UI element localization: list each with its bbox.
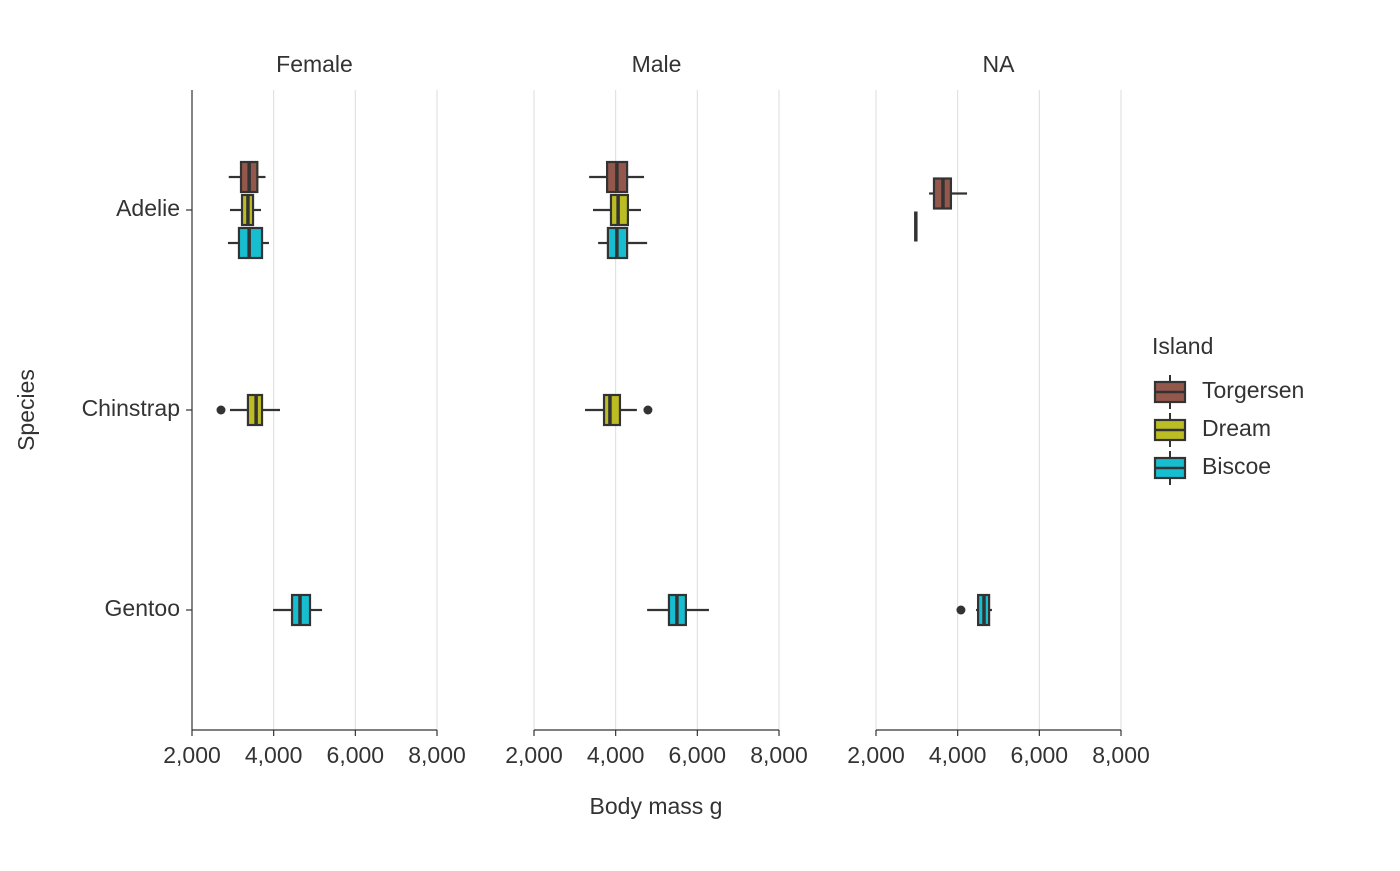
x-tick-label: 6,000 [1011, 742, 1069, 768]
x-tick-label: 4,000 [245, 742, 303, 768]
x-tick-label: 6,000 [669, 742, 727, 768]
facet-title: Male [632, 51, 682, 77]
x-tick-label: 2,000 [847, 742, 905, 768]
legend-label: Torgersen [1202, 377, 1304, 403]
legend-label: Biscoe [1202, 453, 1271, 479]
x-tick-label: 6,000 [327, 742, 385, 768]
y-tick-label: Adelie [116, 195, 180, 221]
outlier [956, 605, 966, 615]
facet-title: Female [276, 51, 353, 77]
y-axis-label: Species [13, 369, 39, 451]
x-tick-label: 8,000 [750, 742, 808, 768]
outlier [643, 405, 653, 415]
x-tick-label: 8,000 [408, 742, 466, 768]
facet-title: NA [983, 51, 1016, 77]
legend-title: Island [1152, 333, 1213, 359]
x-tick-label: 4,000 [929, 742, 987, 768]
x-tick-label: 2,000 [163, 742, 221, 768]
x-axis-label: Body mass g [590, 793, 723, 819]
y-tick-label: Chinstrap [82, 395, 180, 421]
outlier [216, 405, 226, 415]
x-tick-label: 8,000 [1092, 742, 1150, 768]
y-tick-label: Gentoo [105, 595, 180, 621]
x-tick-label: 2,000 [505, 742, 563, 768]
x-tick-label: 4,000 [587, 742, 645, 768]
box [602, 393, 622, 427]
legend-label: Dream [1202, 415, 1271, 441]
